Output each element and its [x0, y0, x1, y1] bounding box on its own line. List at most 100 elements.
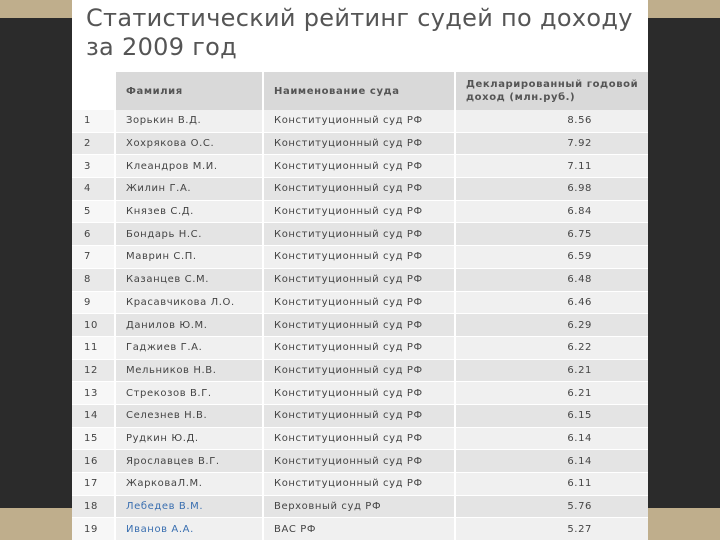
row-surname: Мельников Н.В. — [116, 359, 264, 382]
table-row: 17 ЖарковаЛ.М. Конституционный суд РФ 6.11 — [72, 473, 648, 496]
row-court: Конституционный суд РФ — [264, 404, 456, 427]
table-row: 14 Селезнев Н.В. Конституционный суд РФ 6.1… — [72, 404, 648, 428]
row-surname: Данилов Ю.М. — [116, 314, 264, 336]
table-row: 4 Жилин Г.А. Конституционный суд РФ 6.98 — [72, 178, 648, 201]
row-income: 6.21 — [456, 359, 648, 382]
table-row: 9 Красавчикова Л.О. Конституционный суд РФ… — [72, 291, 648, 315]
row-court: Конституционный суд РФ — [264, 359, 456, 382]
row-num: 18 — [72, 495, 116, 518]
row-court: Конституционный суд РФ — [264, 178, 456, 200]
row-income: 8.56 — [456, 110, 648, 132]
row-income: 6.29 — [456, 314, 648, 336]
row-income: 6.22 — [456, 336, 648, 359]
row-income: 5.27 — [456, 518, 648, 540]
row-num: 9 — [72, 291, 116, 314]
row-court: Конституционный суд РФ — [264, 246, 456, 268]
row-court: ВАС РФ — [264, 518, 456, 540]
row-income: 6.84 — [456, 200, 648, 223]
row-num: 1 — [72, 110, 116, 132]
row-surname: Маврин С.П. — [116, 246, 264, 268]
row-surname: Князев С.Д. — [116, 200, 264, 223]
row-surname: Хохрякова О.С. — [116, 132, 264, 155]
row-num: 8 — [72, 268, 116, 291]
row-num: 6 — [72, 223, 116, 246]
row-income: 7.11 — [456, 155, 648, 178]
row-num: 19 — [72, 518, 116, 540]
row-num: 11 — [72, 336, 116, 359]
row-income: 6.14 — [456, 450, 648, 472]
row-surname: Стрекозов В.Г. — [116, 382, 264, 404]
row-income: 6.75 — [456, 223, 648, 246]
row-num: 5 — [72, 200, 116, 223]
row-court: Конституционный суд РФ — [264, 268, 456, 291]
row-income: 6.11 — [456, 473, 648, 495]
row-court: Конституционный суд РФ — [264, 473, 456, 495]
row-court: Конституционный суд РФ — [264, 132, 456, 155]
row-num: 15 — [72, 427, 116, 450]
row-income: 6.21 — [456, 382, 648, 404]
row-income: 6.15 — [456, 404, 648, 427]
row-surname: Селезнев Н.В. — [116, 404, 264, 427]
table-row: 3 Клеандров М.И. Конституционный суд РФ 7.1… — [72, 155, 648, 179]
table-body: 1 Зорькин В.Д. Конституционный суд РФ 8.56 2… — [72, 110, 648, 540]
table-row: 13 Стрекозов В.Г. Конституционный суд РФ 6.… — [72, 382, 648, 405]
row-num: 2 — [72, 132, 116, 155]
row-income: 5.76 — [456, 495, 648, 518]
row-court: Конституционный суд РФ — [264, 382, 456, 404]
header-income: Декларированный годовой доход (млн.руб.) — [466, 79, 639, 103]
row-surname: Гаджиев Г.А. — [116, 336, 264, 359]
table-row: 5 Князев С.Д. Конституционный суд РФ 6.84 — [72, 200, 648, 224]
table-row: 8 Казанцев С.М. Конституционный суд РФ 6.48 — [72, 268, 648, 292]
row-num: 12 — [72, 359, 116, 382]
row-income: 6.48 — [456, 268, 648, 291]
row-surname: ЖарковаЛ.М. — [116, 473, 264, 495]
table-row: 16 Ярославцев В.Г. Конституционный суд РФ 6… — [72, 450, 648, 473]
row-income: 7.92 — [456, 132, 648, 155]
row-surname: Бондарь Н.С. — [116, 223, 264, 246]
row-surname: Ярославцев В.Г. — [116, 450, 264, 472]
row-num: 16 — [72, 450, 116, 472]
row-income: 6.14 — [456, 427, 648, 450]
row-num: 10 — [72, 314, 116, 336]
row-num: 17 — [72, 473, 116, 495]
table-row: 15 Рудкин Ю.Д. Конституционный суд РФ 6.14 — [72, 427, 648, 451]
row-surname[interactable]: Иванов А.А. — [116, 518, 264, 540]
row-num: 13 — [72, 382, 116, 404]
row-court: Конституционный суд РФ — [264, 450, 456, 472]
row-court: Верховный суд РФ — [264, 495, 456, 518]
row-surname: Жилин Г.А. — [116, 178, 264, 200]
table-row: 7 Маврин С.П. Конституционный суд РФ 6.59 — [72, 246, 648, 269]
table-header: Фамилия Наименование суда Декларированны… — [72, 72, 648, 110]
header-num — [72, 72, 116, 110]
table-row: 18 Лебедев В.М. Верховный суд РФ 5.76 — [72, 495, 648, 519]
row-court: Конституционный суд РФ — [264, 427, 456, 450]
row-court: Конституционный суд РФ — [264, 200, 456, 223]
row-surname[interactable]: Лебедев В.М. — [116, 495, 264, 518]
row-income: 6.59 — [456, 246, 648, 268]
table-row: 2 Хохрякова О.С. Конституционный суд РФ 7.9… — [72, 132, 648, 156]
row-court: Конституционный суд РФ — [264, 110, 456, 132]
row-court: Конституционный суд РФ — [264, 314, 456, 336]
row-num: 4 — [72, 178, 116, 200]
page-title: Статистический рейтинг судей по доходу з… — [86, 4, 633, 61]
row-income: 6.46 — [456, 291, 648, 314]
table-row: 6 Бондарь Н.С. Конституционный суд РФ 6.75 — [72, 223, 648, 247]
slide: Статистический рейтинг судей по доходу з… — [72, 0, 648, 540]
income-table: Фамилия Наименование суда Декларированны… — [72, 72, 648, 540]
row-surname: Зорькин В.Д. — [116, 110, 264, 132]
header-surname: Фамилия — [116, 72, 264, 110]
row-court: Конституционный суд РФ — [264, 223, 456, 246]
row-court: Конституционный суд РФ — [264, 155, 456, 178]
table-row: 12 Мельников Н.В. Конституционный суд РФ 6.… — [72, 359, 648, 383]
row-surname: Казанцев С.М. — [116, 268, 264, 291]
row-income: 6.98 — [456, 178, 648, 200]
row-num: 14 — [72, 404, 116, 427]
table-row: 19 Иванов А.А. ВАС РФ 5.27 — [72, 518, 648, 540]
header-court: Наименование суда — [264, 72, 456, 110]
row-num: 3 — [72, 155, 116, 178]
row-court: Конституционный суд РФ — [264, 336, 456, 359]
table-row: 11 Гаджиев Г.А. Конституционный суд РФ 6.22 — [72, 336, 648, 360]
table-row: 1 Зорькин В.Д. Конституционный суд РФ 8.56 — [72, 110, 648, 133]
row-surname: Рудкин Ю.Д. — [116, 427, 264, 450]
row-court: Конституционный суд РФ — [264, 291, 456, 314]
